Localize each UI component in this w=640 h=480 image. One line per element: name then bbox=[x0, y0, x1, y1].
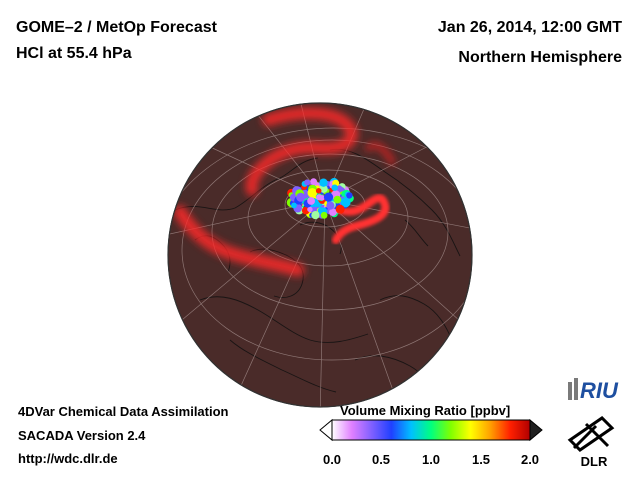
hcl-core-cell bbox=[307, 197, 315, 205]
colorbar-high-arrow bbox=[529, 418, 543, 442]
hcl-core-cell bbox=[291, 202, 297, 209]
colorbar-tick-3: 1.5 bbox=[471, 452, 491, 467]
hcl-core-cell bbox=[340, 197, 351, 208]
region-label: Northern Hemisphere bbox=[458, 49, 622, 66]
hcl-core-cell bbox=[314, 201, 321, 207]
hcl-core-cell bbox=[317, 207, 323, 214]
hcl-core-cell bbox=[346, 192, 353, 199]
dlr-logo: DLR bbox=[567, 416, 615, 469]
riu-logo: RIU bbox=[568, 378, 619, 403]
hcl-core-cell bbox=[307, 188, 318, 198]
footer-method: 4DVar Chemical Data Assimilation bbox=[18, 404, 229, 419]
hcl-vortex-tail bbox=[332, 194, 390, 244]
hcl-core-cell bbox=[310, 178, 317, 186]
colorbar-tick-1: 0.5 bbox=[371, 452, 391, 467]
map-subtitle: HCl at 55.4 hPa bbox=[16, 45, 132, 62]
colorbar-ramp bbox=[331, 419, 531, 441]
hcl-polar-core bbox=[286, 177, 354, 220]
colorbar-title: Volume Mixing Ratio [ppbv] bbox=[340, 403, 511, 418]
footer-version: SACADA Version 2.4 bbox=[18, 428, 146, 443]
svg-text:RIU: RIU bbox=[580, 378, 619, 403]
hcl-core-cell bbox=[320, 211, 328, 219]
colorbar-low-arrow bbox=[319, 418, 333, 442]
hcl-core-cell bbox=[307, 206, 313, 213]
hcl-core-cell bbox=[326, 201, 335, 210]
hcl-core-cell bbox=[333, 195, 342, 204]
map-title: GOME–2 / MetOp Forecast bbox=[16, 19, 217, 36]
svg-text:DLR: DLR bbox=[581, 454, 608, 469]
colorbar-tick-2: 1.0 bbox=[421, 452, 441, 467]
hcl-core-cell bbox=[315, 188, 322, 194]
hcl-core-cell bbox=[304, 179, 311, 186]
hcl-core-cell bbox=[329, 208, 337, 217]
footer-url[interactable]: http://wdc.dlr.de bbox=[18, 451, 118, 466]
hcl-vortex-band bbox=[173, 107, 395, 277]
hcl-core-cell bbox=[319, 178, 328, 187]
hcl-core-cell bbox=[335, 204, 345, 214]
hcl-core-cell bbox=[311, 211, 320, 220]
hcl-core-cell bbox=[331, 184, 338, 191]
hcl-core-cell bbox=[296, 192, 306, 202]
colorbar bbox=[319, 418, 543, 442]
colorbar-tick-4: 2.0 bbox=[520, 452, 540, 467]
hcl-core-cell bbox=[316, 194, 323, 201]
forecast-date: Jan 26, 2014, 12:00 GMT bbox=[437, 19, 622, 36]
colorbar-tick-0: 0.0 bbox=[322, 452, 342, 467]
hcl-core-cell bbox=[323, 192, 334, 202]
